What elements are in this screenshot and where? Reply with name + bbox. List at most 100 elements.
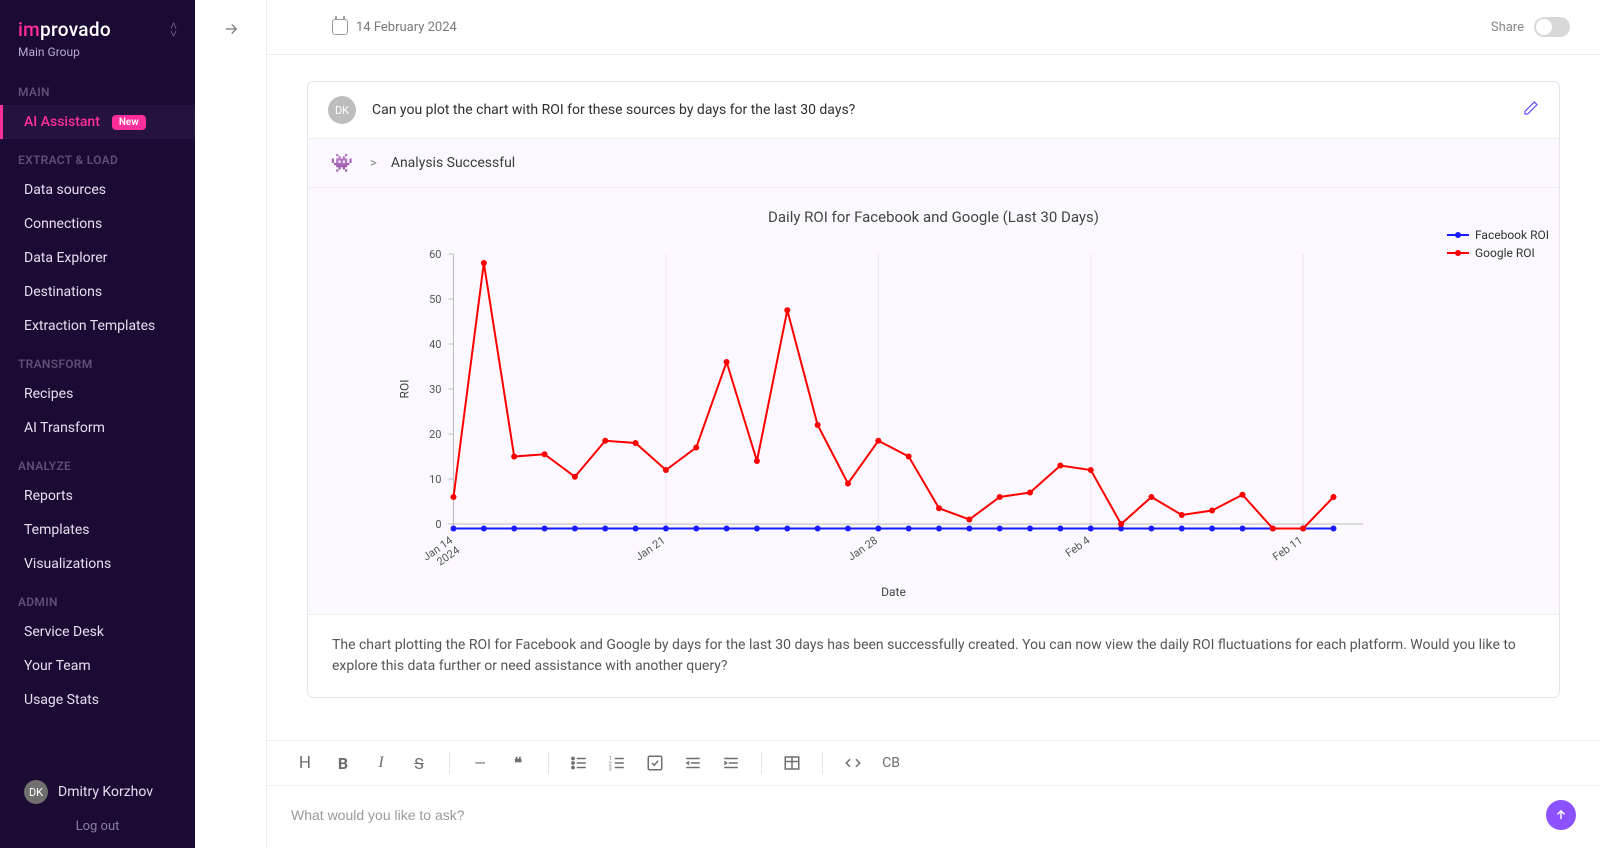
svg-text:Feb 11: Feb 11	[1270, 534, 1305, 564]
user-name: Dmitry Korzhov	[58, 784, 153, 800]
nav-item-destinations[interactable]: Destinations	[0, 275, 195, 309]
nav-item-data-explorer[interactable]: Data Explorer	[0, 241, 195, 275]
composer-input[interactable]	[291, 807, 1534, 823]
collapse-rail	[195, 0, 267, 848]
toolbar-separator	[548, 752, 549, 774]
share-label: Share	[1491, 20, 1524, 35]
nav-section-label: ANALYZE	[0, 445, 195, 479]
logo-suffix: provado	[40, 18, 111, 41]
toolbar-code-button[interactable]	[839, 749, 867, 777]
brand-logo: improvado	[18, 18, 111, 41]
chart-title: Daily ROI for Facebook and Google (Last …	[328, 208, 1539, 226]
nav-item-data-sources[interactable]: Data sources	[0, 173, 195, 207]
svg-text:0: 0	[435, 518, 441, 531]
prompt-row: DK Can you plot the chart with ROI for t…	[308, 82, 1559, 139]
send-button[interactable]	[1546, 800, 1576, 830]
svg-text:40: 40	[429, 338, 441, 351]
topbar: 14 February 2024 Share	[267, 0, 1600, 55]
svg-text:30: 30	[429, 383, 441, 396]
topbar-right: Share	[1491, 17, 1570, 37]
nav-section-label: EXTRACT & LOAD	[0, 139, 195, 173]
svg-text:ROI: ROI	[398, 380, 412, 399]
group-name[interactable]: Main Group	[0, 45, 195, 71]
legend-item: Google ROI	[1447, 246, 1549, 260]
nav-item-ai-assistant[interactable]: AI Assistant New	[0, 105, 195, 139]
nav-item-ai-transform[interactable]: AI Transform	[0, 411, 195, 445]
toolbar-separator	[822, 752, 823, 774]
nav-item-label: AI Assistant	[24, 114, 100, 130]
edit-prompt-icon[interactable]	[1523, 100, 1539, 120]
legend-swatch-icon	[1447, 234, 1469, 236]
chart-explanation: The chart plotting the ROI for Facebook …	[308, 615, 1559, 697]
nav-item-recipes[interactable]: Recipes	[0, 377, 195, 411]
toolbar-S-button[interactable]: S	[405, 749, 433, 777]
nav-item-label: Your Team	[24, 658, 91, 674]
nav-item-usage-stats[interactable]: Usage Stats	[0, 683, 195, 717]
calendar-icon	[332, 19, 348, 35]
nav-item-label: AI Transform	[24, 420, 105, 436]
date-display[interactable]: 14 February 2024	[332, 19, 457, 35]
chart-legend: Facebook ROI Google ROI	[1447, 228, 1549, 264]
nav-item-service-desk[interactable]: Service Desk	[0, 615, 195, 649]
svg-text:Jan 21: Jan 21	[633, 534, 668, 564]
svg-text:3: 3	[609, 767, 612, 773]
toolbar-B-button[interactable]: B	[329, 749, 357, 777]
svg-text:Jan 28: Jan 28	[845, 534, 880, 564]
toolbar-table-button[interactable]	[778, 749, 806, 777]
toolbar-CB-button[interactable]: CB	[877, 749, 905, 777]
nav-item-label: Service Desk	[24, 624, 104, 640]
nav-sections: MAIN AI Assistant New EXTRACT & LOAD Data so…	[0, 71, 195, 717]
nav-item-label: Data sources	[24, 182, 106, 198]
toolbar-checkbox-button[interactable]	[641, 749, 669, 777]
nav-item-visualizations[interactable]: Visualizations	[0, 547, 195, 581]
nav-badge: New	[112, 115, 146, 130]
logout-link[interactable]: Log out	[0, 813, 195, 842]
toolbar-I-button[interactable]: I	[367, 749, 395, 777]
nav-section-label: ADMIN	[0, 581, 195, 615]
nav-section-label: MAIN	[0, 71, 195, 105]
legend-item: Facebook ROI	[1447, 228, 1549, 242]
toolbar-list-ol-button[interactable]: 123	[603, 749, 631, 777]
nav-item-label: Destinations	[24, 284, 102, 300]
composer: HBIS — ❝ 123 CB	[267, 740, 1600, 848]
analysis-status-row[interactable]: 👾 > Analysis Successful	[308, 139, 1559, 188]
prompt-text: Can you plot the chart with ROI for thes…	[372, 102, 855, 118]
svg-text:10: 10	[429, 473, 441, 486]
toolbar-indent-inc-button[interactable]	[717, 749, 745, 777]
expand-status-icon: >	[370, 156, 377, 171]
nav-item-extraction-templates[interactable]: Extraction Templates	[0, 309, 195, 343]
group-switch-icon[interactable]: ˄˅	[170, 22, 177, 38]
main: 14 February 2024 Share DK Can you plot t…	[267, 0, 1600, 848]
nav-item-your-team[interactable]: Your Team	[0, 649, 195, 683]
user-avatar: DK	[24, 780, 48, 804]
nav-item-templates[interactable]: Templates	[0, 513, 195, 547]
analysis-status-text: Analysis Successful	[391, 155, 515, 171]
chart-svg: 0102030405060Jan 142024Jan 21Jan 28Feb 4…	[328, 244, 1539, 604]
share-toggle[interactable]	[1534, 17, 1570, 37]
nav-section-label: TRANSFORM	[0, 343, 195, 377]
current-user[interactable]: DK Dmitry Korzhov	[0, 771, 195, 813]
toolbar-indent-dec-button[interactable]	[679, 749, 707, 777]
expand-rail-icon[interactable]	[222, 20, 240, 42]
nav-item-label: Recipes	[24, 386, 73, 402]
prompt-avatar: DK	[328, 96, 356, 124]
nav-item-label: Templates	[24, 522, 90, 538]
date-text: 14 February 2024	[356, 20, 457, 35]
chart-area: Daily ROI for Facebook and Google (Last …	[308, 188, 1559, 615]
toolbar-list-ul-button[interactable]	[565, 749, 593, 777]
legend-label: Facebook ROI	[1475, 228, 1549, 242]
sidebar-footer: DK Dmitry Korzhov Log out	[0, 771, 195, 848]
toolbar-❝-button[interactable]: ❝	[504, 749, 532, 777]
nav-item-connections[interactable]: Connections	[0, 207, 195, 241]
nav-item-label: Extraction Templates	[24, 318, 155, 334]
toolbar-separator	[761, 752, 762, 774]
content: DK Can you plot the chart with ROI for t…	[267, 55, 1600, 740]
composer-toolbar: HBIS — ❝ 123 CB	[267, 741, 1600, 786]
svg-text:20: 20	[429, 428, 441, 441]
composer-input-row	[267, 786, 1600, 848]
toolbar-H-button[interactable]: H	[291, 749, 319, 777]
chart-frame: 0102030405060Jan 142024Jan 21Jan 28Feb 4…	[328, 244, 1539, 604]
nav-item-reports[interactable]: Reports	[0, 479, 195, 513]
toolbar-—-button[interactable]: —	[466, 749, 494, 777]
svg-text:Feb 4: Feb 4	[1063, 534, 1092, 560]
